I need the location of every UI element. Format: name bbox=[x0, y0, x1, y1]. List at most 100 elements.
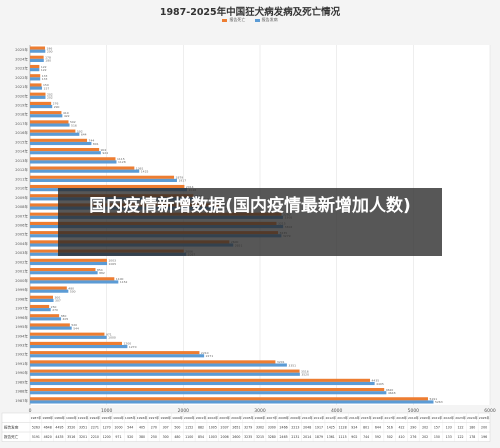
table-cell-deaths: 2600 bbox=[232, 435, 240, 439]
y-tick-label: 1992年 bbox=[15, 352, 28, 357]
data-label-deaths: 300 bbox=[55, 296, 61, 300]
chart-legend: 报告死亡 报告发病 bbox=[0, 17, 500, 23]
table-header-cell: 1998年 bbox=[160, 415, 171, 420]
table-header-cell: 2017年 bbox=[384, 415, 395, 420]
data-label-cases: 1000 bbox=[108, 336, 116, 340]
y-tick-label: 2017年 bbox=[15, 121, 28, 126]
bar-cases bbox=[30, 105, 53, 109]
x-tick-label: 2000 bbox=[178, 408, 190, 414]
y-tick-label: 2021年 bbox=[15, 84, 28, 89]
bar-cases bbox=[30, 132, 80, 136]
y-tick-label: 2025年 bbox=[15, 47, 28, 52]
data-label-cases: 2271 bbox=[206, 354, 214, 358]
y-tick-label: 2024年 bbox=[15, 56, 28, 61]
table-cell-cases: 2651 bbox=[232, 426, 240, 430]
table-cell-cases: 2048 bbox=[303, 426, 311, 430]
table-header-cell: 1994年 bbox=[113, 415, 124, 420]
table-cell-deaths: 2465 bbox=[280, 435, 288, 439]
bar-deaths bbox=[30, 286, 67, 290]
table-cell-deaths: 250 bbox=[151, 435, 157, 439]
table-cell-deaths: 276 bbox=[410, 435, 416, 439]
bar-deaths bbox=[30, 304, 50, 309]
bar-cases bbox=[30, 271, 98, 275]
bar-cases bbox=[30, 95, 46, 99]
y-tick-label: 2010年 bbox=[15, 186, 28, 191]
data-label-deaths: 276 bbox=[53, 102, 59, 106]
table-header-cell: 2019年 bbox=[408, 415, 419, 420]
table-cell-cases: 290 bbox=[410, 426, 416, 430]
y-tick-label: 2000年 bbox=[15, 278, 28, 283]
table-header-cell: 2001年 bbox=[196, 415, 207, 420]
data-label-deaths: 1361 bbox=[136, 166, 144, 170]
table-cell-deaths: 520 bbox=[127, 435, 133, 439]
data-label-deaths: 1003 bbox=[108, 259, 116, 263]
table-cell-deaths: 5191 bbox=[32, 435, 40, 439]
bar-deaths bbox=[30, 388, 385, 392]
table-header-cell: 2016年 bbox=[373, 415, 384, 420]
table-cell-deaths: 3235 bbox=[244, 435, 252, 439]
data-label-cases: 180 bbox=[45, 59, 51, 63]
table-header-cell: 2010年 bbox=[302, 415, 313, 420]
x-tick-label: 4000 bbox=[331, 408, 343, 414]
table-cell-deaths: 2210 bbox=[91, 435, 99, 439]
y-tick-label: 2006年 bbox=[15, 223, 28, 228]
bar-deaths bbox=[30, 332, 105, 336]
table-cell-cases: 180 bbox=[469, 426, 475, 430]
bar-cases bbox=[30, 178, 177, 182]
bar-deaths bbox=[30, 148, 100, 152]
bar-deaths bbox=[30, 101, 52, 105]
table-cell-deaths: 4435 bbox=[55, 435, 63, 439]
bar-cases bbox=[30, 372, 300, 376]
table-cell-deaths: 122 bbox=[457, 435, 463, 439]
data-label-deaths: 196 bbox=[47, 46, 53, 50]
y-tick-label: 2015年 bbox=[15, 139, 28, 144]
table-header-cell: 2007年 bbox=[266, 415, 277, 420]
table-header-cell: 2025年 bbox=[479, 415, 490, 420]
table-cell-cases: 3302 bbox=[256, 426, 264, 430]
table-cell-deaths: 4620 bbox=[44, 435, 52, 439]
table-cell-deaths: 1361 bbox=[327, 435, 335, 439]
bar-cases bbox=[30, 326, 72, 330]
table-cell-cases: 1270 bbox=[103, 426, 111, 430]
data-label-deaths: 178 bbox=[45, 56, 51, 60]
headline-banner: 国内疫情新增数据(国内疫情最新增加人数) bbox=[58, 188, 442, 256]
table-row-label-cases: 报告发病 bbox=[4, 425, 19, 430]
y-tick-label: 2014年 bbox=[15, 149, 28, 154]
table-cell-cases: 122 bbox=[457, 426, 463, 430]
bar-deaths bbox=[30, 120, 69, 124]
table-cell-cases: 2466 bbox=[280, 426, 288, 430]
bar-cases bbox=[30, 363, 287, 367]
legend-swatch-deaths bbox=[222, 18, 228, 22]
y-tick-label: 2002年 bbox=[15, 259, 28, 264]
legend-label-deaths: 报告死亡 bbox=[229, 17, 246, 22]
data-label-cases: 157 bbox=[44, 86, 50, 90]
bar-cases bbox=[30, 141, 92, 146]
table-header-cell: 2002年 bbox=[208, 415, 219, 420]
table-cell-deaths: 133 bbox=[446, 435, 452, 439]
y-tick-label: 2022年 bbox=[15, 75, 28, 80]
table-header-cell: 2004年 bbox=[231, 415, 242, 420]
y-tick-label: 1995年 bbox=[15, 324, 28, 329]
y-tick-label: 2007年 bbox=[15, 213, 28, 218]
data-label-cases: 202 bbox=[47, 96, 53, 100]
bar-cases bbox=[30, 49, 46, 53]
x-tick-label: 6000 bbox=[484, 408, 496, 414]
y-tick-label: 2013年 bbox=[15, 158, 28, 163]
table-header-cell: 2011年 bbox=[314, 415, 325, 420]
data-label-cases: 516 bbox=[71, 123, 77, 127]
table-header-cell: 1993年 bbox=[101, 415, 112, 420]
y-tick-label: 2023年 bbox=[15, 66, 28, 71]
y-tick-label: 1988年 bbox=[15, 389, 28, 394]
legend-item-deaths: 报告死亡 bbox=[222, 17, 245, 23]
data-label-cases: 133 bbox=[42, 77, 48, 81]
bar-cases bbox=[30, 354, 205, 358]
data-label-deaths: 202 bbox=[47, 92, 53, 96]
table-cell-deaths: 3516 bbox=[67, 435, 75, 439]
bar-cases bbox=[30, 280, 119, 284]
table-cell-deaths: 1003 bbox=[209, 435, 217, 439]
bar-deaths bbox=[30, 166, 135, 170]
data-label-deaths: 971 bbox=[106, 332, 112, 336]
y-tick-label: 2005年 bbox=[15, 232, 28, 237]
bar-deaths bbox=[30, 341, 122, 345]
